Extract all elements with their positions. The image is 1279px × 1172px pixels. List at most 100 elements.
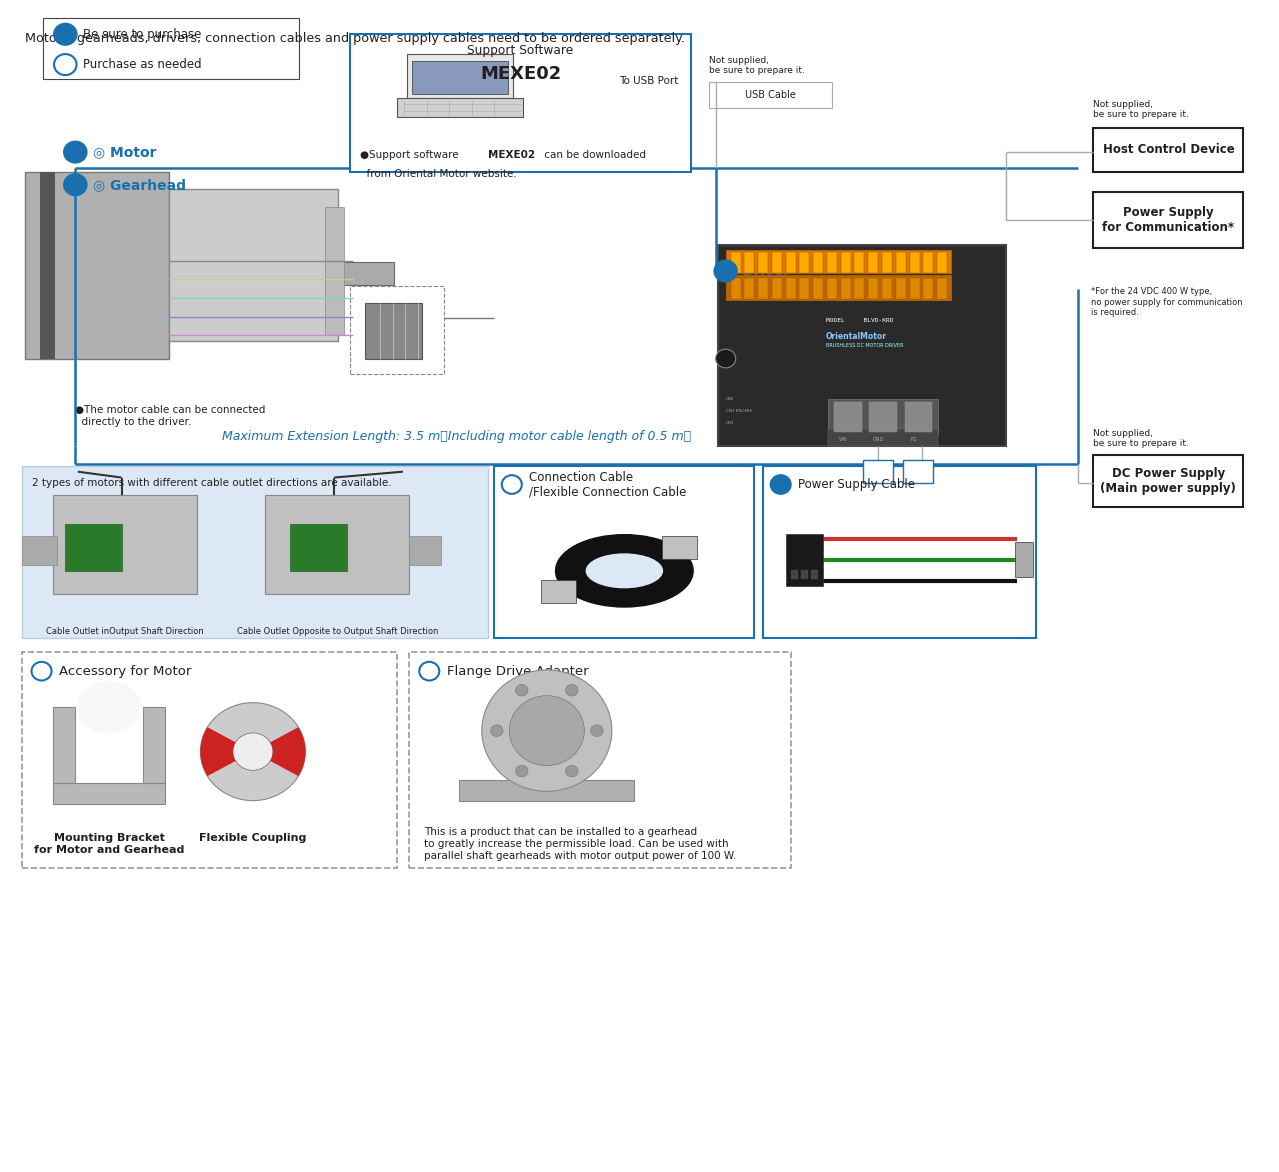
Circle shape — [515, 765, 528, 777]
Text: Power Supply Cable: Power Supply Cable — [798, 478, 916, 491]
FancyBboxPatch shape — [813, 252, 824, 273]
FancyBboxPatch shape — [895, 252, 906, 273]
FancyBboxPatch shape — [266, 495, 409, 594]
Circle shape — [501, 475, 522, 493]
FancyBboxPatch shape — [785, 278, 796, 299]
FancyBboxPatch shape — [840, 252, 851, 273]
FancyBboxPatch shape — [909, 278, 920, 299]
Text: Connection Cable
/Flexible Connection Cable: Connection Cable /Flexible Connection Ca… — [530, 470, 687, 498]
FancyBboxPatch shape — [290, 524, 347, 571]
Text: MEXE02: MEXE02 — [489, 150, 535, 161]
FancyBboxPatch shape — [828, 252, 836, 273]
Ellipse shape — [586, 553, 663, 588]
FancyBboxPatch shape — [52, 495, 197, 594]
Text: USB Cable: USB Cable — [746, 90, 796, 100]
FancyBboxPatch shape — [744, 278, 755, 299]
FancyBboxPatch shape — [828, 278, 836, 299]
Circle shape — [509, 696, 585, 765]
FancyBboxPatch shape — [799, 278, 810, 299]
FancyBboxPatch shape — [730, 278, 741, 299]
Text: 2 types of motors with different cable outlet directions are available.: 2 types of motors with different cable o… — [32, 477, 391, 488]
Text: FG: FG — [911, 436, 917, 442]
Text: can be downloaded: can be downloaded — [541, 150, 646, 161]
FancyBboxPatch shape — [790, 570, 798, 579]
FancyBboxPatch shape — [758, 278, 769, 299]
FancyBboxPatch shape — [785, 252, 796, 273]
Text: Mounting Bracket
for Motor and Gearhead: Mounting Bracket for Motor and Gearhead — [35, 833, 184, 854]
Text: Cable Outlet Opposite to Output Shaft Direction: Cable Outlet Opposite to Output Shaft Di… — [238, 627, 439, 636]
Text: Driver: Driver — [743, 264, 792, 278]
FancyBboxPatch shape — [758, 252, 769, 273]
Text: OrientalMotor: OrientalMotor — [826, 332, 886, 341]
Text: Cable Outlet inOutput Shaft Direction: Cable Outlet inOutput Shaft Direction — [46, 627, 205, 636]
Circle shape — [64, 142, 87, 163]
Wedge shape — [270, 727, 306, 776]
FancyBboxPatch shape — [407, 54, 513, 98]
Text: Flange Drive Adapter: Flange Drive Adapter — [446, 665, 588, 677]
Circle shape — [201, 703, 306, 800]
FancyBboxPatch shape — [366, 302, 422, 359]
Text: To USB Port: To USB Port — [619, 76, 678, 86]
Circle shape — [771, 475, 790, 493]
FancyBboxPatch shape — [868, 252, 879, 273]
Ellipse shape — [77, 681, 142, 734]
Circle shape — [565, 684, 578, 696]
FancyBboxPatch shape — [923, 252, 934, 273]
Circle shape — [591, 724, 604, 736]
Text: ◎ Gearhead: ◎ Gearhead — [93, 178, 185, 192]
Text: ●Support software: ●Support software — [361, 150, 462, 161]
FancyBboxPatch shape — [169, 190, 338, 341]
FancyBboxPatch shape — [773, 278, 781, 299]
Text: Accessory for Motor: Accessory for Motor — [59, 665, 192, 677]
Text: ●The motor cable can be connected
  directly to the driver.: ●The motor cable can be connected direct… — [75, 406, 266, 427]
Ellipse shape — [555, 534, 693, 607]
Circle shape — [565, 765, 578, 777]
Text: Not supplied,
be sure to prepare it.: Not supplied, be sure to prepare it. — [1094, 429, 1189, 449]
FancyBboxPatch shape — [904, 402, 932, 432]
Text: Power Supply
for Communication*: Power Supply for Communication* — [1102, 206, 1234, 233]
FancyBboxPatch shape — [903, 461, 934, 483]
Text: W: W — [916, 415, 921, 420]
FancyBboxPatch shape — [863, 461, 893, 483]
Wedge shape — [201, 727, 235, 776]
Text: U: U — [845, 415, 851, 420]
FancyBboxPatch shape — [895, 278, 906, 299]
FancyBboxPatch shape — [730, 252, 741, 273]
Circle shape — [233, 732, 272, 770]
Text: Support Software: Support Software — [467, 43, 574, 56]
FancyBboxPatch shape — [868, 278, 879, 299]
FancyBboxPatch shape — [663, 536, 697, 559]
Text: *For the 24 VDC 400 W type,
no power supply for communication
is required.: *For the 24 VDC 400 W type, no power sup… — [1091, 287, 1242, 318]
FancyBboxPatch shape — [1014, 541, 1033, 577]
Circle shape — [482, 670, 611, 791]
FancyBboxPatch shape — [854, 278, 865, 299]
FancyBboxPatch shape — [811, 570, 819, 579]
FancyBboxPatch shape — [923, 278, 934, 299]
FancyBboxPatch shape — [26, 172, 169, 359]
FancyBboxPatch shape — [909, 252, 920, 273]
Text: Not supplied,
be sure to prepare it.: Not supplied, be sure to prepare it. — [710, 56, 806, 75]
FancyBboxPatch shape — [541, 580, 576, 604]
Text: Maximum Extension Length: 3.5 m（Including motor cable length of 0.5 m）: Maximum Extension Length: 3.5 m（Includin… — [221, 430, 691, 443]
Text: Flexible Coupling: Flexible Coupling — [200, 833, 307, 844]
Text: CN1: CN1 — [725, 421, 734, 424]
FancyBboxPatch shape — [409, 536, 440, 565]
Circle shape — [716, 349, 735, 368]
FancyBboxPatch shape — [396, 98, 523, 117]
FancyBboxPatch shape — [459, 779, 634, 800]
FancyBboxPatch shape — [22, 465, 489, 639]
Text: Be sure to purchase: Be sure to purchase — [83, 28, 201, 41]
Circle shape — [420, 662, 439, 681]
Circle shape — [54, 23, 77, 45]
FancyBboxPatch shape — [829, 400, 939, 435]
FancyBboxPatch shape — [801, 570, 808, 579]
FancyBboxPatch shape — [725, 250, 950, 273]
Circle shape — [715, 260, 737, 281]
FancyBboxPatch shape — [840, 278, 851, 299]
FancyBboxPatch shape — [829, 429, 939, 447]
Text: CN2: CN2 — [725, 397, 734, 401]
Text: Host Control Device: Host Control Device — [1102, 143, 1234, 156]
Text: from Oriental Motor website.: from Oriental Motor website. — [361, 169, 517, 179]
FancyBboxPatch shape — [813, 278, 824, 299]
FancyBboxPatch shape — [725, 274, 950, 300]
